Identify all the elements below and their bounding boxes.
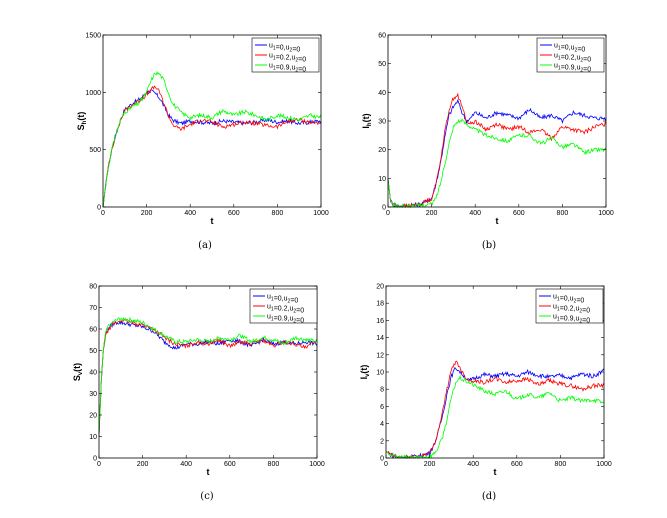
- x-axis-label: t: [494, 467, 497, 477]
- legend-entry: u1=0.2,u2=0: [554, 53, 591, 64]
- series-line-2: [98, 319, 318, 437]
- y-tick-label: 500: [89, 147, 101, 154]
- series-line-1: [102, 89, 322, 208]
- y-tick-label: 50: [89, 348, 97, 355]
- chart-panel-c: 0 200 400 600 800 1000 0 10 20 30 40 50 60 70 80 t Sv(t)…: [72, 284, 325, 503]
- y-tick-label: 0: [97, 205, 101, 212]
- y-tick-label: 0: [93, 456, 97, 463]
- panel-caption: (a): [198, 240, 212, 251]
- x-tick-label: 0: [101, 210, 105, 217]
- y-tick-label: 70: [89, 305, 97, 312]
- y-tick-label: 6: [380, 404, 384, 411]
- series-line-3: [98, 316, 318, 437]
- y-tick-label: 20: [378, 147, 386, 154]
- legend-entry: u1=0.9,u2=0: [553, 314, 590, 325]
- y-tick-label: 40: [378, 90, 386, 97]
- axes-frame: [102, 34, 322, 208]
- y-tick-label: 80: [89, 284, 97, 291]
- x-tick-label: 0: [386, 210, 390, 217]
- y-tick-label: 18: [376, 301, 384, 308]
- chart-panel-a: 0 200 400 600 800 1000 0 500 1000 1500 t Sh(t) u1=0,…: [76, 33, 329, 252]
- x-tick-label: 400: [469, 210, 481, 217]
- series-line-3: [385, 374, 605, 459]
- y-tick-label: 1000: [85, 90, 101, 97]
- x-tick-label: 800: [268, 461, 280, 468]
- y-tick-label: 40: [89, 370, 97, 377]
- series-line-2: [385, 360, 605, 459]
- y-tick-label: 0: [382, 205, 386, 212]
- x-axis-label: t: [207, 467, 210, 477]
- y-tick-label: 16: [376, 318, 384, 325]
- y-tick-label: 10: [89, 434, 97, 441]
- legend-entry: u1=0.2,u2=0: [269, 53, 306, 64]
- x-tick-label: 800: [272, 210, 284, 217]
- x-axis-label: t: [496, 216, 499, 226]
- x-tick-label: 1000: [596, 461, 612, 468]
- y-tick-label: 60: [89, 327, 97, 334]
- x-tick-label: 0: [97, 461, 101, 468]
- y-tick-label: 1500: [85, 33, 101, 40]
- x-tick-label: 600: [511, 461, 523, 468]
- y-tick-label: 20: [376, 284, 384, 291]
- x-tick-label: 800: [555, 461, 567, 468]
- x-tick-label: 200: [141, 210, 153, 217]
- chart-panel-b: 0 200 400 600 800 1000 0 10 20 30 40 50 60 t Ih(t) u1=0…: [361, 33, 614, 252]
- y-tick-label: 60: [378, 33, 386, 40]
- y-tick-label: 0: [380, 456, 384, 463]
- legend-entry: u1=0,u2=0: [554, 43, 585, 54]
- chart-panel-d: 0 200 400 600 800 1000 0 2 4 6 8 10 12 14 16 18 20 t Iv(t)…: [359, 284, 612, 503]
- x-tick-label: 1000: [598, 210, 614, 217]
- x-tick-label: 1000: [313, 210, 329, 217]
- x-axis-label: t: [211, 216, 214, 226]
- y-axis-label: Ih(t): [361, 113, 373, 128]
- series-line-1: [385, 366, 605, 459]
- series-line-1: [387, 99, 607, 208]
- panel-caption: (c): [200, 491, 214, 502]
- series-line-1: [98, 319, 318, 437]
- x-tick-label: 200: [424, 461, 436, 468]
- y-tick-label: 30: [89, 391, 97, 398]
- panel-caption: (d): [482, 491, 496, 502]
- x-tick-label: 400: [467, 461, 479, 468]
- x-tick-label: 600: [228, 210, 240, 217]
- x-tick-label: 400: [180, 461, 192, 468]
- legend-entry: u1=0,u2=0: [553, 294, 584, 305]
- legend-entry: u1=0.9,u2=0: [267, 314, 304, 325]
- series-line-3: [102, 70, 322, 208]
- legend-entry: u1=0.9,u2=0: [554, 63, 591, 74]
- legend-entry: u1=0,u2=0: [269, 43, 300, 54]
- x-tick-label: 600: [513, 210, 525, 217]
- panel-caption: (b): [482, 240, 496, 251]
- x-tick-label: 0: [384, 461, 388, 468]
- legend-entry: u1=0.2,u2=0: [267, 304, 304, 315]
- legend-entry: u1=0.2,u2=0: [553, 304, 590, 315]
- legend-entry: u1=0,u2=0: [267, 294, 298, 305]
- x-tick-label: 800: [557, 210, 569, 217]
- x-tick-label: 200: [137, 461, 149, 468]
- y-tick-label: 12: [376, 352, 384, 359]
- x-tick-label: 600: [224, 461, 236, 468]
- y-axis-label: Sh(t): [76, 112, 88, 131]
- y-tick-label: 8: [380, 387, 384, 394]
- x-tick-label: 400: [184, 210, 196, 217]
- series-line-2: [387, 93, 607, 209]
- legend-box: [535, 288, 604, 324]
- y-axis-label: Sv(t): [72, 363, 84, 381]
- y-tick-label: 10: [378, 176, 386, 183]
- series-line-3: [387, 118, 607, 209]
- y-tick-label: 20: [89, 413, 97, 420]
- y-tick-label: 10: [376, 370, 384, 377]
- y-tick-label: 30: [378, 119, 386, 126]
- y-axis-label: Iv(t): [359, 365, 371, 380]
- x-tick-label: 200: [426, 210, 438, 217]
- y-tick-label: 50: [378, 61, 386, 68]
- y-tick-label: 4: [380, 421, 384, 428]
- y-tick-label: 14: [376, 335, 384, 342]
- legend-entry: u1=0.9,u2=0: [269, 63, 306, 74]
- x-tick-label: 1000: [309, 461, 325, 468]
- y-tick-label: 2: [380, 438, 384, 445]
